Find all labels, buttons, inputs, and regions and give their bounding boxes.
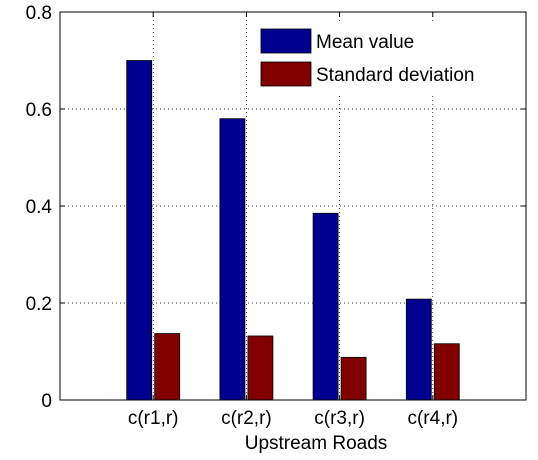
legend-label-std: Standard deviation	[316, 65, 474, 86]
legend-swatch-std	[260, 61, 312, 87]
y-tick-label: 0.2	[26, 294, 52, 315]
bar-standard-deviation	[340, 356, 367, 401]
x-tick-label: c(r2,r)	[221, 408, 272, 429]
y-tick-label: 0	[41, 391, 52, 412]
bar-standard-deviation	[247, 335, 274, 401]
bar-mean-value	[405, 298, 432, 401]
y-tick-label: 0.6	[26, 100, 52, 121]
bar-standard-deviation	[154, 333, 181, 401]
bar-standard-deviation	[433, 343, 460, 401]
x-axis-title: Upstream Roads	[245, 433, 388, 454]
x-axis-ticks: c(r1,r) c(r2,r) c(r3,r) c(r4,r)	[128, 12, 458, 429]
x-tick-label: c(r4,r)	[407, 408, 458, 429]
x-tick-label: c(r3,r)	[314, 408, 365, 429]
legend: Mean value Standard deviation	[256, 24, 524, 94]
y-axis-ticks: 0 0.2 0.4 0.6 0.8	[26, 3, 526, 412]
y-tick-label: 0.8	[26, 3, 52, 24]
legend-label-mean: Mean value	[316, 32, 414, 53]
legend-swatch-mean	[260, 28, 312, 54]
y-tick-label: 0.4	[26, 197, 53, 218]
x-tick-label: c(r1,r)	[128, 408, 179, 429]
bar-mean-value	[126, 60, 153, 401]
bar-mean-value	[312, 212, 339, 401]
bars	[126, 60, 460, 401]
bar-mean-value	[219, 118, 246, 401]
